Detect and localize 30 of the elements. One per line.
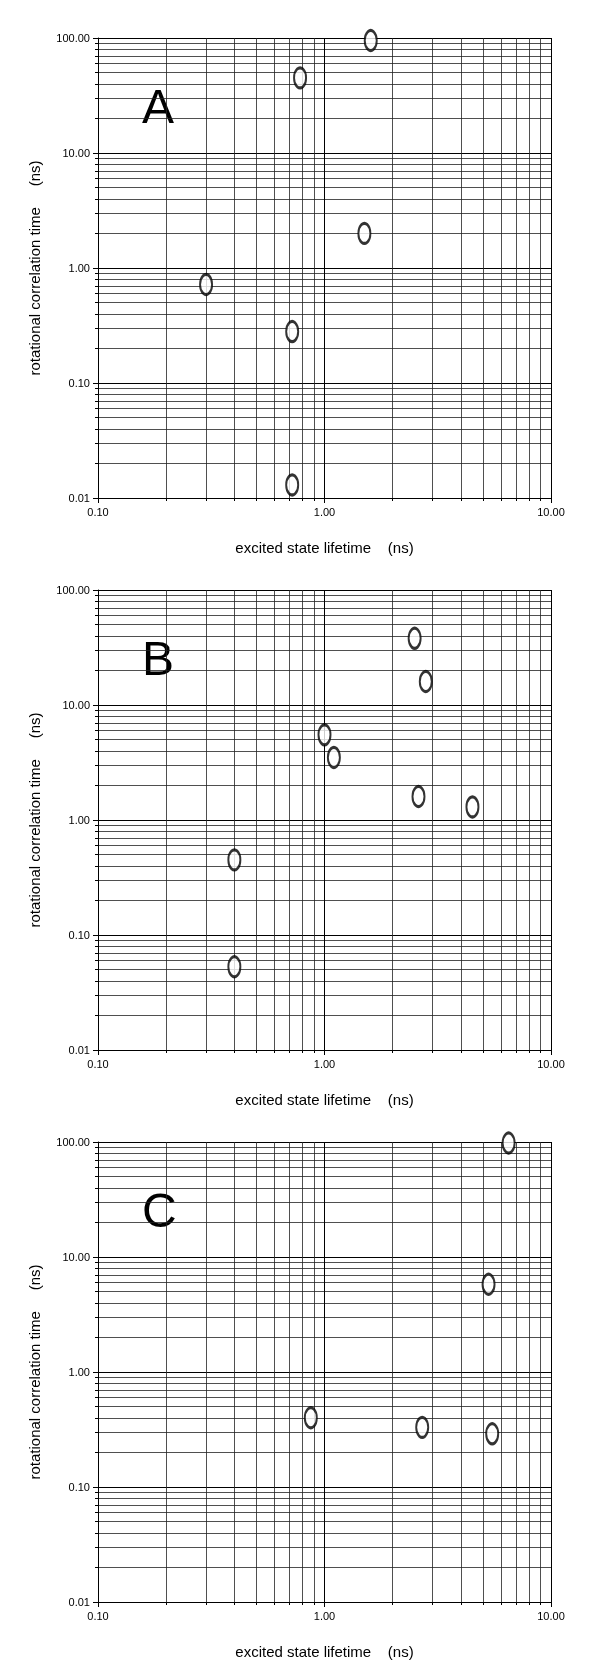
x-axis-title: excited state lifetime (ns) <box>235 1643 414 1660</box>
y-tick-label: 1.00 <box>68 1366 90 1378</box>
x-tick-label: 0.10 <box>87 1057 109 1070</box>
x-axis-title: excited state lifetime (ns) <box>235 1091 414 1108</box>
y-tick-label: 100.00 <box>56 32 90 44</box>
x-tick-label: 0.10 <box>87 1609 109 1622</box>
y-tick-label: 0.10 <box>68 929 90 941</box>
y-tick-label: 100.00 <box>56 1136 90 1148</box>
y-tick-label: 10.00 <box>62 699 90 711</box>
x-tick-label: 1.00 <box>313 505 336 518</box>
x-tick-label: 1.00 <box>313 1609 336 1622</box>
x-tick-label: 1.00 <box>313 1057 336 1070</box>
y-tick-label: 10.00 <box>62 1251 90 1263</box>
y-tick-label: 0.01 <box>68 492 90 504</box>
y-axis-title: rotational correlation time (ns) <box>26 160 43 376</box>
y-tick-label: 10.00 <box>62 147 90 159</box>
y-tick-label: 1.00 <box>68 262 90 274</box>
y-tick-label: 1.00 <box>68 814 90 826</box>
x-tick-label: 10.00 <box>537 1609 565 1622</box>
y-tick-label: 0.01 <box>68 1044 90 1056</box>
y-axis-title: rotational correlation time (ns) <box>26 1264 43 1480</box>
x-tick-label: 10.00 <box>537 1057 565 1070</box>
x-tick-label: 0.10 <box>87 505 109 518</box>
y-tick-label: 0.01 <box>68 1596 90 1608</box>
y-tick-label: 0.10 <box>68 377 90 389</box>
x-tick-label: 10.00 <box>537 505 565 518</box>
y-tick-label: 100.00 <box>56 584 90 596</box>
y-tick-label: 0.10 <box>68 1481 90 1493</box>
x-axis-title: excited state lifetime (ns) <box>235 539 414 556</box>
y-axis-title: rotational correlation time (ns) <box>26 712 43 928</box>
